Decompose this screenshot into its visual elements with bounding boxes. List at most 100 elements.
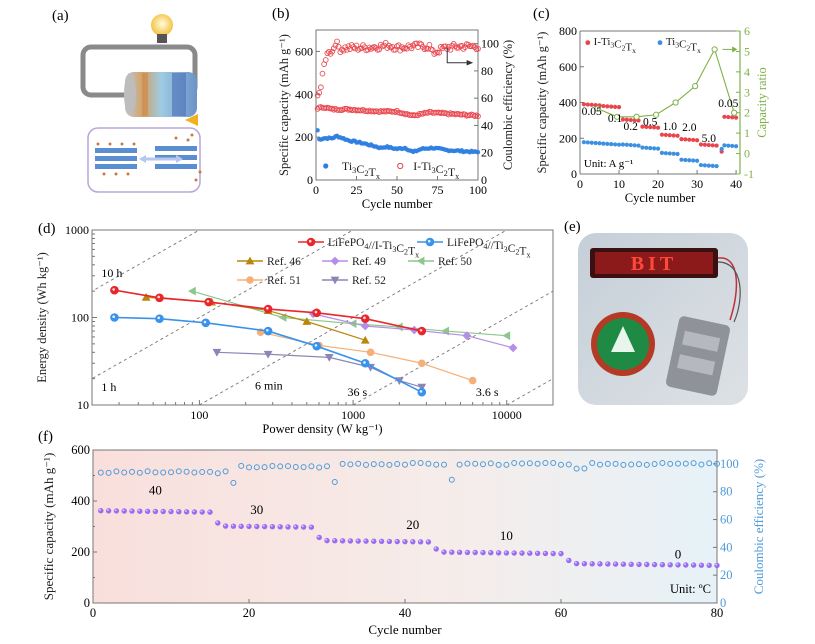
point-highlight bbox=[192, 510, 195, 513]
data-marker bbox=[263, 350, 273, 359]
capacity-point bbox=[316, 534, 322, 541]
temperature-label: 40 bbox=[149, 483, 162, 498]
capacity-point bbox=[675, 562, 681, 568]
x-tick-label: 0 bbox=[577, 177, 583, 191]
point-highlight bbox=[715, 563, 718, 566]
x-tick-label: 60 bbox=[555, 606, 568, 620]
point-highlight bbox=[457, 550, 460, 553]
y-tick-label: 1000 bbox=[65, 223, 89, 237]
ce-point bbox=[113, 468, 120, 475]
y2-tick-label: 1 bbox=[744, 126, 750, 140]
y2-tick-label: 20 bbox=[481, 146, 493, 160]
y-tick-label: 0 bbox=[84, 596, 90, 610]
rate-label: 0.1 bbox=[608, 113, 623, 125]
y2-tick-label: 60 bbox=[720, 513, 733, 527]
data-point bbox=[679, 137, 684, 142]
capacity-point bbox=[222, 523, 229, 529]
point-highlight bbox=[621, 562, 624, 565]
ce-point bbox=[331, 478, 338, 485]
ce-point bbox=[160, 469, 167, 476]
capacity-point bbox=[183, 509, 190, 515]
rate-label: 0.2 bbox=[624, 121, 639, 133]
ce-point bbox=[97, 469, 104, 476]
data-marker bbox=[302, 317, 312, 325]
ce-point bbox=[526, 460, 533, 467]
ce-point bbox=[659, 459, 666, 466]
y-tick-label: 600 bbox=[295, 44, 313, 58]
chart-d: 10 100 1000 100 1000 10000 Power density (W kg… bbox=[35, 223, 554, 436]
wires bbox=[717, 257, 738, 321]
capacity-point bbox=[246, 523, 252, 530]
battery-pouch-icon bbox=[666, 316, 730, 396]
marker-highlight bbox=[266, 328, 269, 332]
marker-highlight bbox=[308, 239, 312, 243]
data-point bbox=[340, 47, 347, 54]
capacity-point bbox=[168, 508, 174, 515]
point-highlight bbox=[645, 562, 647, 565]
ce-point bbox=[386, 461, 393, 468]
data-point bbox=[605, 104, 610, 109]
data-marker bbox=[330, 256, 340, 266]
data-point bbox=[609, 142, 614, 147]
data-point bbox=[358, 45, 365, 52]
data-point bbox=[442, 43, 449, 50]
ce-point bbox=[394, 461, 401, 468]
capacity-point bbox=[566, 557, 572, 564]
data-marker bbox=[348, 319, 357, 329]
data-point bbox=[691, 158, 696, 163]
data-point bbox=[694, 138, 700, 143]
data-point bbox=[460, 46, 467, 52]
data-point bbox=[628, 142, 633, 148]
data-point bbox=[597, 141, 602, 146]
capacity-point bbox=[690, 562, 697, 568]
capacity-point bbox=[347, 538, 354, 544]
marker-highlight bbox=[314, 344, 318, 347]
y2-tick-label: 20 bbox=[720, 568, 733, 582]
point-highlight bbox=[372, 539, 374, 542]
data-point bbox=[343, 105, 350, 112]
y-tick-label: 600 bbox=[71, 443, 90, 457]
y-tick-label: 400 bbox=[71, 494, 90, 508]
marker-highlight bbox=[363, 361, 366, 364]
rate-label: 0.05 bbox=[718, 98, 738, 110]
ce-point bbox=[698, 461, 705, 468]
data-marker bbox=[508, 343, 518, 353]
y2-tick-label: 40 bbox=[481, 118, 493, 132]
capacity-point bbox=[98, 507, 104, 514]
capacity-point bbox=[480, 549, 486, 556]
capacity-point bbox=[636, 561, 642, 568]
data-point bbox=[616, 105, 622, 110]
data-point bbox=[655, 146, 661, 151]
unit-label: Unit: ºC bbox=[670, 582, 711, 596]
data-point bbox=[581, 140, 587, 145]
data-point bbox=[407, 43, 413, 50]
y-tick-label: 800 bbox=[559, 24, 577, 38]
point-highlight bbox=[543, 551, 546, 554]
point-highlight bbox=[598, 562, 601, 565]
data-point bbox=[722, 114, 727, 119]
x-tick-label: 100 bbox=[190, 408, 208, 422]
capacity-point bbox=[378, 538, 385, 545]
data-point bbox=[601, 103, 606, 109]
capacity-point bbox=[527, 550, 533, 556]
marker-highlight bbox=[206, 299, 210, 303]
data-point bbox=[589, 102, 594, 107]
capacity-point bbox=[207, 509, 213, 515]
point-highlight bbox=[114, 509, 117, 512]
y2-tick-label: 80 bbox=[481, 64, 493, 78]
data-marker bbox=[468, 376, 477, 385]
data-point bbox=[620, 142, 626, 147]
capacity-point bbox=[519, 550, 525, 556]
ce-point bbox=[136, 469, 143, 476]
point-highlight bbox=[255, 524, 257, 527]
ce-point bbox=[612, 460, 619, 467]
capacity-point bbox=[659, 561, 666, 568]
ce-point bbox=[308, 463, 315, 470]
capacity-point bbox=[293, 524, 299, 530]
ratio-point bbox=[672, 99, 679, 106]
capacity-point bbox=[511, 550, 517, 556]
point-highlight bbox=[130, 509, 133, 512]
point-highlight bbox=[216, 521, 218, 524]
ce-point bbox=[581, 465, 588, 472]
